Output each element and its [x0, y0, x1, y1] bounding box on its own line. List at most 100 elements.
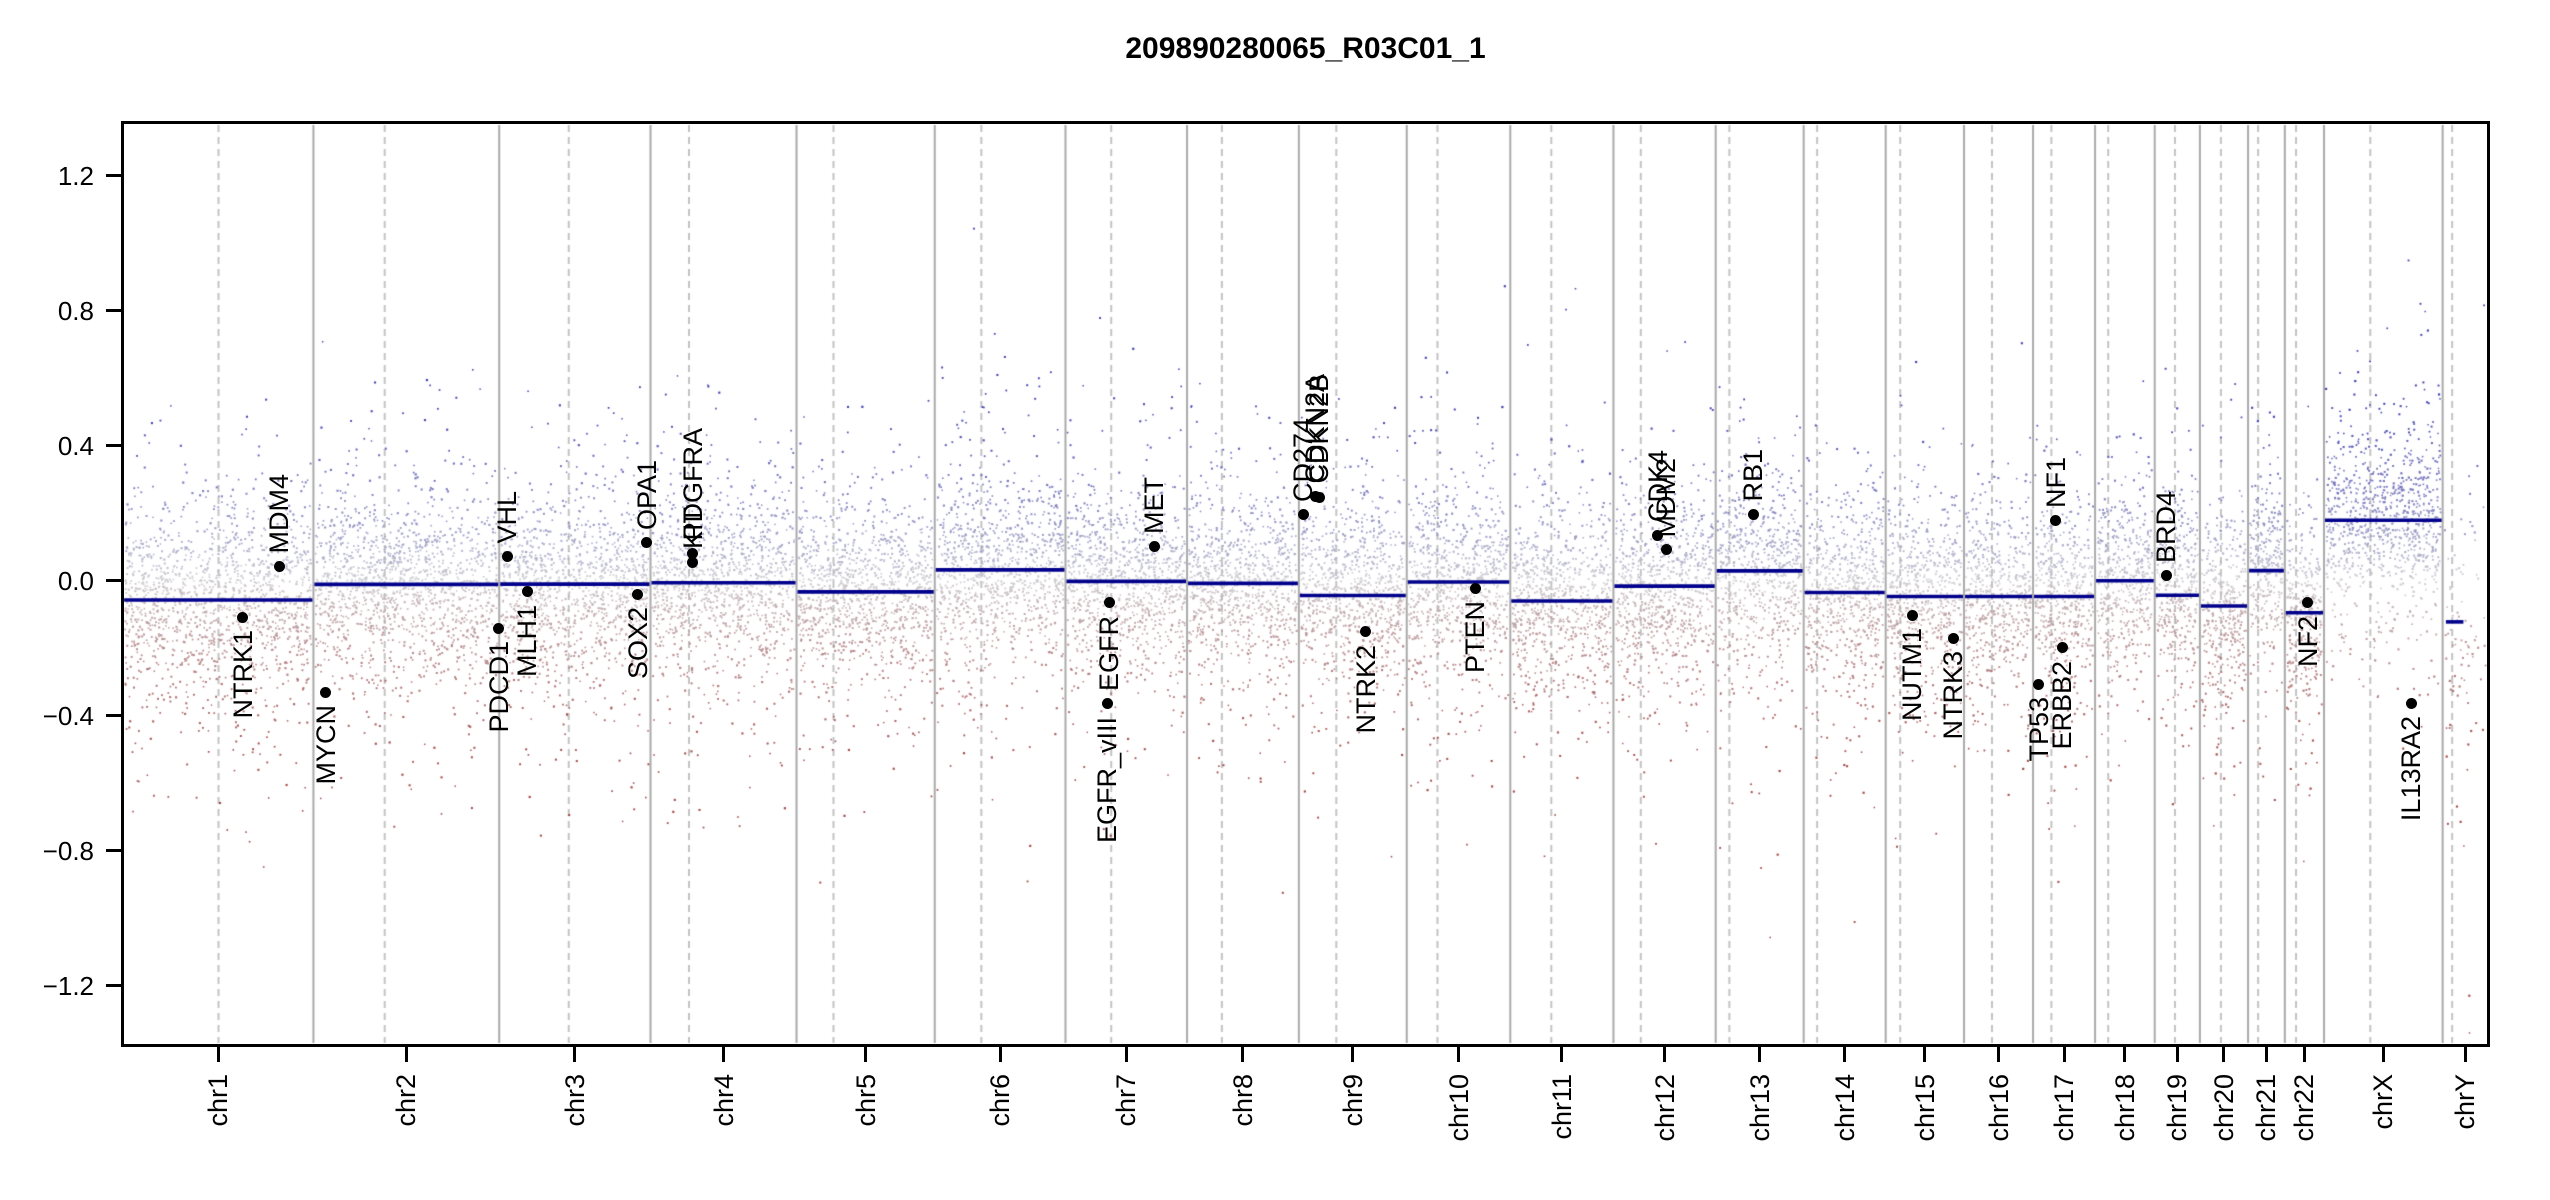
gene-label-MYCN: MYCN — [310, 705, 341, 785]
x-tick-label-chrY: chrY — [2450, 1074, 2481, 1130]
x-tick-label-chr19: chr19 — [2162, 1074, 2193, 1142]
plot-border-box — [121, 121, 2490, 1047]
gene-dot-SOX2 — [632, 588, 644, 600]
gene-label-PTEN: PTEN — [1460, 601, 1491, 674]
gene-dot-MDM4 — [273, 561, 285, 573]
gene-dot-MLH1 — [521, 586, 533, 598]
x-axis-tick — [864, 1046, 868, 1062]
y-tick-label: 0.4 — [57, 430, 94, 461]
gene-dot-ERBB2 — [2056, 642, 2068, 654]
gene-dot-MET — [1148, 541, 1160, 553]
gene-label-NTRK3: NTRK3 — [1938, 651, 1969, 740]
gene-dot-NTRK2 — [1360, 626, 1372, 638]
gene-label-RB1: RB1 — [1738, 448, 1769, 502]
gene-dot-PDGFRA — [687, 548, 699, 560]
x-axis-tick — [1351, 1046, 1355, 1062]
gene-label-NF1: NF1 — [2040, 456, 2071, 508]
gene-dot-KIT — [687, 556, 699, 568]
x-axis-tick — [1560, 1046, 1564, 1062]
x-tick-label-chr5: chr5 — [850, 1074, 881, 1127]
gene-label-IL13RA2: IL13RA2 — [2396, 716, 2427, 822]
y-axis-tick — [106, 579, 122, 583]
x-axis-tick — [1663, 1046, 1667, 1062]
y-tick-label: −0.4 — [42, 700, 94, 731]
x-tick-label-chr16: chr16 — [1983, 1074, 2014, 1142]
gene-label-MLH1: MLH1 — [512, 604, 543, 677]
x-axis-tick — [404, 1046, 408, 1062]
gene-dot-BRD4 — [2160, 570, 2172, 582]
gene-label-MET: MET — [1139, 476, 1170, 534]
y-axis-tick — [106, 849, 122, 853]
x-axis-tick — [2381, 1046, 2385, 1062]
x-tick-label-chr15: chr15 — [1909, 1074, 1940, 1142]
gene-dot-PDCD1 — [493, 622, 505, 634]
gene-label-NF2: NF2 — [2292, 615, 2323, 667]
x-axis-tick — [216, 1046, 220, 1062]
gene-dot-NF1 — [2050, 515, 2062, 527]
gene-dot-TP53 — [2033, 678, 2045, 690]
gene-dot-NTRK1 — [237, 611, 249, 623]
y-axis-tick — [106, 309, 122, 313]
gene-label-VHL: VHL — [492, 491, 522, 544]
x-tick-label-chr9: chr9 — [1337, 1074, 1368, 1127]
x-axis-tick — [573, 1046, 577, 1062]
x-axis-tick — [1124, 1046, 1128, 1062]
x-tick-label-chr4: chr4 — [708, 1074, 739, 1127]
x-axis-tick — [2222, 1046, 2226, 1062]
gene-dot-PTEN — [1469, 582, 1481, 594]
x-tick-label-chr11: chr11 — [1546, 1074, 1577, 1140]
x-axis-tick — [998, 1046, 1002, 1062]
gene-label-MDM2: MDM2 — [1651, 457, 1682, 538]
gene-label-NUTM1: NUTM1 — [1897, 628, 1928, 722]
x-tick-label-chr17: chr17 — [2049, 1074, 2080, 1142]
y-tick-label: 1.2 — [57, 160, 94, 191]
x-axis-tick — [2062, 1046, 2066, 1062]
gene-dot-NTRK3 — [1947, 632, 1959, 644]
page-title: 209890280065_R03C01_1 — [1125, 32, 1486, 65]
x-axis-tick — [2302, 1046, 2306, 1062]
x-tick-label-chr12: chr12 — [1649, 1074, 1680, 1142]
y-tick-label: 0.0 — [57, 565, 94, 596]
x-axis-tick — [1758, 1046, 1762, 1062]
gene-label-SOX2: SOX2 — [622, 607, 653, 680]
gene-dot-CD274 — [1297, 509, 1309, 521]
gene-label-OPA1: OPA1 — [631, 459, 662, 530]
y-axis-tick — [106, 714, 122, 718]
gene-dot-IL13RA2 — [2405, 697, 2417, 709]
x-tick-label-chr10: chr10 — [1443, 1074, 1474, 1142]
y-tick-label: −1.2 — [42, 970, 94, 1001]
x-tick-label-chr8: chr8 — [1227, 1074, 1258, 1127]
x-axis-tick — [1997, 1046, 2001, 1062]
gene-dot-MDM2 — [1660, 544, 1672, 556]
x-tick-label-chr13: chr13 — [1744, 1074, 1775, 1142]
x-axis-tick — [1241, 1046, 1245, 1062]
gene-dot-CDKN2B — [1313, 491, 1325, 503]
gene-label-PDCD1: PDCD1 — [483, 641, 514, 733]
x-axis-tick — [2175, 1046, 2179, 1062]
x-axis-tick — [722, 1046, 725, 1062]
gene-label-EGFR: EGFR — [1094, 615, 1125, 691]
y-axis-tick — [106, 174, 122, 178]
x-tick-label-chr6: chr6 — [985, 1074, 1016, 1127]
gene-label-MDM4: MDM4 — [264, 474, 295, 554]
x-tick-label-chr22: chr22 — [2289, 1074, 2320, 1142]
gene-dot-NUTM1 — [1906, 609, 1918, 621]
x-tick-label-chr18: chr18 — [2109, 1074, 2140, 1142]
gene-dot-NF2 — [2302, 597, 2314, 609]
y-tick-label: −0.8 — [42, 835, 94, 866]
y-axis-tick — [106, 984, 122, 988]
x-tick-label-chr2: chr2 — [391, 1074, 422, 1127]
x-tick-label-chr21: chr21 — [2251, 1074, 2282, 1142]
x-tick-label-chr7: chr7 — [1111, 1074, 1142, 1127]
x-axis-tick — [2123, 1046, 2127, 1062]
gene-label-ERBB2: ERBB2 — [2047, 660, 2077, 750]
y-tick-label: 0.8 — [57, 295, 94, 326]
x-tick-label-chr3: chr3 — [559, 1074, 590, 1127]
gene-dot-CDK4 — [1652, 529, 1664, 541]
x-tick-label-chr1: chr1 — [203, 1074, 234, 1127]
gene-label-CDKN2B: CDKN2B — [1304, 374, 1335, 484]
x-tick-label-chr14: chr14 — [1829, 1074, 1860, 1142]
x-axis-tick — [2463, 1046, 2467, 1062]
